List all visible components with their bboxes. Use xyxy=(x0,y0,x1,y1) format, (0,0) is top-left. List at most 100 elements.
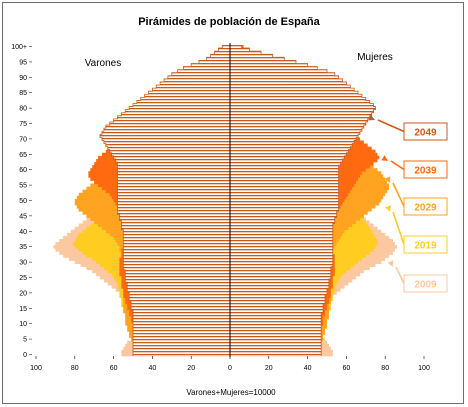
bar-male-2049 xyxy=(117,180,230,184)
bar-female-2049 xyxy=(230,220,335,224)
x-tick-label: 60 xyxy=(110,365,118,372)
legend-label: 2039 xyxy=(414,166,437,177)
bar-male-2049 xyxy=(214,51,230,55)
bar-female-2049 xyxy=(230,66,318,70)
bar-male-2049 xyxy=(133,315,230,320)
bar-male-2049 xyxy=(164,78,230,83)
bar-male-2049 xyxy=(123,248,230,252)
y-tick-label: 70 xyxy=(19,136,27,143)
bar-female-2049 xyxy=(230,48,250,52)
bar-male-2049 xyxy=(133,337,230,341)
y-tick-label: 100+ xyxy=(11,44,27,51)
bar-male-2049 xyxy=(121,112,230,117)
bar-male-2049 xyxy=(117,177,230,181)
bar-female-2049 xyxy=(230,288,327,292)
bar-male-2049 xyxy=(117,165,230,169)
bar-male-2049 xyxy=(133,343,230,348)
bar-male-2049 xyxy=(183,66,230,70)
bar-female-2049 xyxy=(230,186,339,191)
bar-female-2049 xyxy=(230,165,339,169)
right-label: Mujeres xyxy=(357,52,393,63)
y-tick-label: 10 xyxy=(19,321,27,328)
bar-male-2049 xyxy=(191,63,230,67)
legend-item-2039: 2039 xyxy=(381,155,448,179)
bar-female-2049 xyxy=(230,211,337,215)
bar-female-2049 xyxy=(230,97,366,101)
bar-female-2049 xyxy=(230,217,335,221)
y-tick-label: 40 xyxy=(19,229,27,236)
bar-male-2049 xyxy=(113,118,230,123)
bar-male-2049 xyxy=(113,155,230,160)
bar-male-2049 xyxy=(117,186,230,191)
bar-female-2049 xyxy=(230,180,339,184)
bar-male-2049 xyxy=(133,309,230,314)
legend-arrow-line xyxy=(377,119,405,133)
pyramid-bars xyxy=(53,45,397,357)
bar-female-2049 xyxy=(230,183,339,187)
legend: 2049 2039 2029 2019 2009 xyxy=(368,114,448,293)
bar-male-2049 xyxy=(133,322,230,326)
bar-male-2049 xyxy=(123,242,230,246)
bar-male-2049 xyxy=(123,245,230,249)
bar-male-2049 xyxy=(121,223,230,228)
legend-item-2049: 2049 xyxy=(368,114,448,141)
bar-female-2049 xyxy=(230,118,368,123)
bar-male-2049 xyxy=(206,57,230,61)
bar-female-2049 xyxy=(230,72,335,77)
x-axis-label: Varones+Mujeres=10000 xyxy=(186,388,276,397)
bar-female-2049 xyxy=(230,245,333,249)
bar-male-2049 xyxy=(123,251,230,255)
bar-female-2049 xyxy=(230,128,362,132)
bar-female-2049 xyxy=(230,134,359,138)
bar-female-2049 xyxy=(230,162,341,166)
bar-female-2049 xyxy=(230,106,376,111)
bar-female-2049 xyxy=(230,168,339,172)
bar-female-2049 xyxy=(230,109,374,114)
bar-male-2049 xyxy=(129,294,230,298)
bar-male-2049 xyxy=(133,312,230,317)
x-tick-label: 20 xyxy=(265,365,273,372)
legend-box xyxy=(403,160,448,179)
x-tick-label: 60 xyxy=(343,365,351,372)
bar-female-2049 xyxy=(230,177,339,181)
bar-female-2049 xyxy=(230,315,322,320)
legend-label: 2009 xyxy=(414,280,437,291)
bar-male-2049 xyxy=(117,115,230,120)
bar-female-2049 xyxy=(230,91,359,95)
bar-male-2049 xyxy=(125,269,230,274)
bar-male-2049 xyxy=(156,85,230,89)
bar-male-2049 xyxy=(210,54,230,58)
bar-female-2049 xyxy=(230,78,343,83)
legend-box xyxy=(403,274,448,293)
bar-female-2049 xyxy=(230,279,329,283)
bar-female-2049 xyxy=(230,45,242,49)
x-tick-label: 40 xyxy=(304,365,312,372)
bar-male-2049 xyxy=(198,60,230,64)
bar-female-2049 xyxy=(230,208,339,212)
bar-male-2049 xyxy=(117,162,230,166)
bar-female-2049 xyxy=(230,349,322,354)
bar-male-2049 xyxy=(222,45,230,49)
bar-male-2049 xyxy=(133,334,230,338)
bar-male-2049 xyxy=(133,331,230,335)
legend-arrow-line xyxy=(392,182,405,207)
bar-male-2049 xyxy=(144,94,230,98)
bar-female-2049 xyxy=(230,205,339,209)
bar-male-2049 xyxy=(123,266,230,271)
y-tick-label: 35 xyxy=(19,244,27,251)
legend-arrow-head xyxy=(368,114,375,121)
y-tick-label: 55 xyxy=(19,183,27,190)
bar-female-2049 xyxy=(230,103,374,107)
bar-female-2049 xyxy=(230,57,285,61)
bar-female-2049 xyxy=(230,334,322,338)
bar-male-2049 xyxy=(117,168,230,172)
population-pyramid-chart: Pirámides de población de España Varones… xyxy=(11,16,448,397)
legend-item-2009: 2009 xyxy=(387,260,448,293)
bar-male-2049 xyxy=(119,214,230,218)
y-tick-label: 25 xyxy=(19,275,27,282)
bar-male-2049 xyxy=(125,109,230,114)
y-tick-label: 80 xyxy=(19,106,27,113)
bar-female-2049 xyxy=(230,306,324,311)
y-tick-label: 30 xyxy=(19,260,27,267)
bar-female-2049 xyxy=(230,337,322,341)
